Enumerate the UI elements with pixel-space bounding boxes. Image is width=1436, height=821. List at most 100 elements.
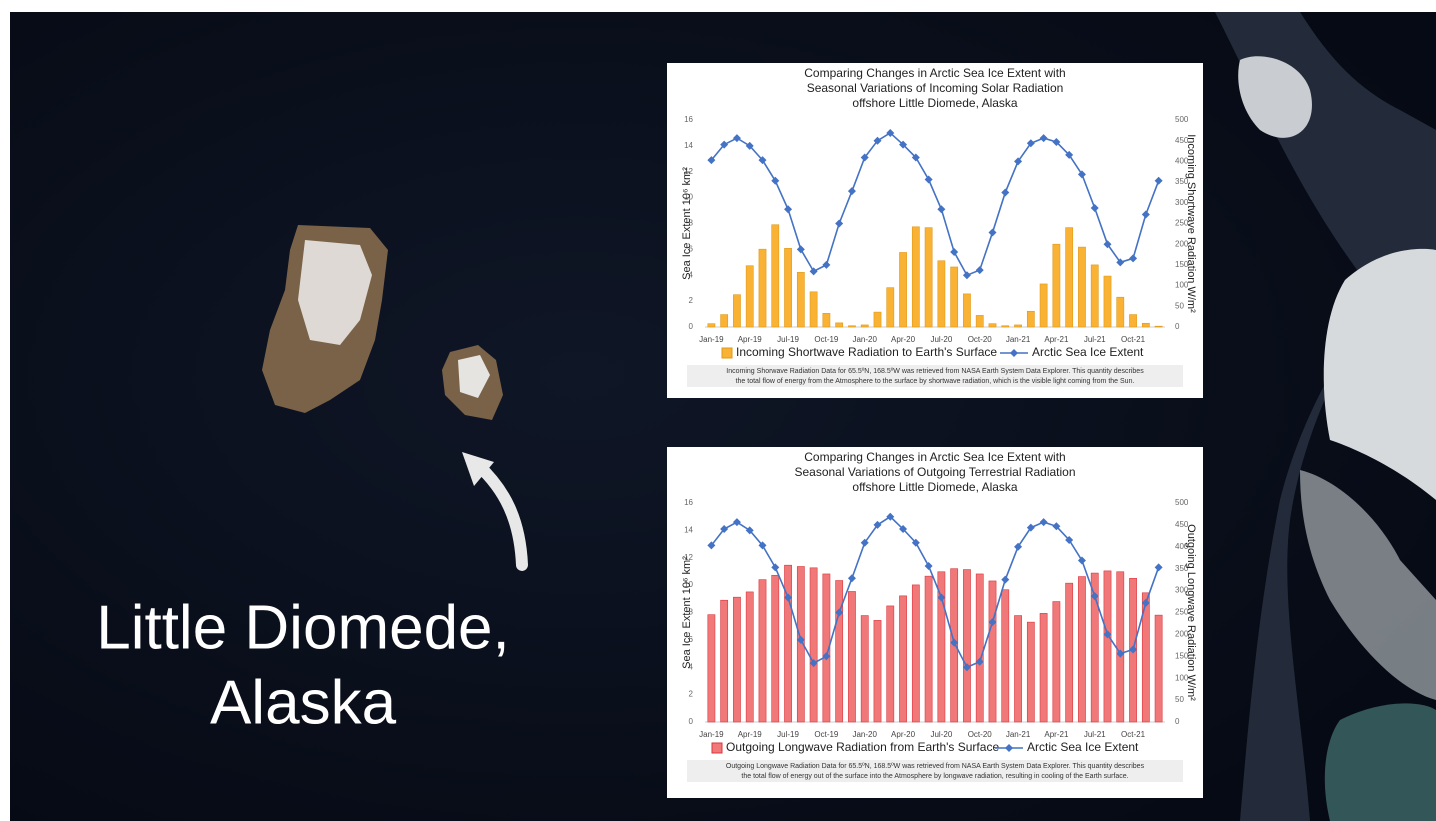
- bar: [708, 615, 715, 722]
- bar: [810, 292, 817, 327]
- bar: [963, 294, 970, 327]
- bar: [1129, 315, 1136, 327]
- bar: [836, 581, 843, 722]
- x-tick-label: Oct-19: [814, 335, 839, 344]
- legend-label: Outgoing Longwave Radiation from Earth's…: [726, 740, 999, 754]
- x-tick-label: Jul-19: [777, 730, 799, 739]
- x-tick-label: Apr-21: [1044, 335, 1069, 344]
- bar: [1066, 583, 1073, 722]
- bar: [989, 581, 996, 722]
- y2-tick-label: 500: [1175, 115, 1189, 124]
- bar: [1078, 247, 1085, 327]
- bar: [925, 576, 932, 722]
- x-tick-label: Jul-21: [1084, 730, 1106, 739]
- heading: Alaska: [210, 668, 397, 737]
- x-tick-label: Oct-20: [968, 730, 993, 739]
- y-tick-label: 16: [684, 498, 693, 507]
- bar: [733, 295, 740, 327]
- heading: Little Diomede,: [96, 593, 510, 662]
- x-tick-label: Jan-19: [699, 335, 724, 344]
- chart-title: Seasonal Variations of Incoming Solar Ra…: [807, 81, 1064, 95]
- bar: [836, 323, 843, 327]
- bar: [823, 313, 830, 327]
- bar: [797, 272, 804, 327]
- legend-label: Incoming Shortwave Radiation to Earth's …: [736, 345, 997, 359]
- bar: [746, 266, 753, 327]
- y2-tick-label: 50: [1175, 301, 1184, 310]
- note-text: the total flow of energy from the Atmosp…: [736, 378, 1135, 385]
- bar: [1155, 615, 1162, 722]
- slide: Little Diomede, Alaska Comparing Changes…: [0, 0, 1436, 821]
- y2-tick-label: 0: [1175, 717, 1180, 726]
- bar: [1040, 284, 1047, 327]
- x-tick-label: Apr-19: [738, 335, 763, 344]
- note-text: Outgoing Longwave Radiation Data for 65.…: [726, 763, 1145, 770]
- bar: [951, 267, 958, 327]
- x-tick-label: Jul-20: [930, 335, 952, 344]
- y-tick-label: 2: [689, 690, 694, 699]
- y-tick-label: 16: [684, 115, 693, 124]
- y-tick-label: 0: [689, 322, 694, 331]
- x-tick-label: Oct-21: [1121, 730, 1146, 739]
- bar: [1014, 325, 1021, 327]
- bar: [1104, 276, 1111, 327]
- bar: [810, 568, 817, 722]
- bar: [963, 570, 970, 722]
- chart-title: offshore Little Diomede, Alaska: [852, 96, 1018, 110]
- x-tick-label: Jan-20: [852, 730, 877, 739]
- bar: [1155, 326, 1162, 327]
- legend-label: Arctic Sea Ice Extent: [1027, 740, 1139, 754]
- bar: [721, 315, 728, 327]
- x-tick-label: Jan-21: [1006, 730, 1031, 739]
- bar: [899, 252, 906, 327]
- x-tick-label: Apr-21: [1044, 730, 1069, 739]
- y-axis-label: Sea Ice Extent 10⁶ km²: [681, 167, 693, 280]
- bar: [1053, 244, 1060, 327]
- chart-title: Comparing Changes in Arctic Sea Ice Exte…: [804, 66, 1065, 80]
- legend-label: Arctic Sea Ice Extent: [1032, 345, 1144, 359]
- bar: [784, 565, 791, 722]
- chart-title: offshore Little Diomede, Alaska: [852, 480, 1018, 494]
- note-text: the total flow of energy out of the surf…: [741, 773, 1128, 780]
- bar: [1014, 616, 1021, 722]
- bar: [1142, 323, 1149, 327]
- y2-tick-label: 0: [1175, 322, 1180, 331]
- x-tick-label: Jul-20: [930, 730, 952, 739]
- bar: [772, 575, 779, 722]
- bar: [874, 312, 881, 327]
- y-tick-label: 14: [684, 141, 693, 150]
- x-tick-label: Oct-20: [968, 335, 993, 344]
- bar: [1027, 311, 1034, 327]
- bar: [1002, 326, 1009, 327]
- bar: [1027, 622, 1034, 722]
- bar: [1117, 297, 1124, 327]
- x-tick-label: Apr-19: [738, 730, 763, 739]
- bar: [708, 324, 715, 327]
- bar: [1104, 571, 1111, 722]
- bar: [733, 597, 740, 722]
- x-tick-label: Jan-20: [852, 335, 877, 344]
- bar: [912, 585, 919, 722]
- x-tick-label: Jan-21: [1006, 335, 1031, 344]
- shore-water: [1325, 703, 1436, 821]
- x-tick-label: Jul-19: [777, 335, 799, 344]
- y-tick-label: 14: [684, 525, 693, 534]
- legend-swatch: [722, 348, 732, 358]
- bar: [759, 580, 766, 722]
- x-tick-label: Jul-21: [1084, 335, 1106, 344]
- x-tick-label: Oct-19: [814, 730, 839, 739]
- y2-tick-label: 500: [1175, 498, 1189, 507]
- bar: [989, 324, 996, 327]
- bar: [976, 574, 983, 722]
- bar: [1117, 572, 1124, 722]
- x-tick-label: Oct-21: [1121, 335, 1146, 344]
- chart-title: Comparing Changes in Arctic Sea Ice Exte…: [804, 450, 1065, 464]
- bar: [759, 249, 766, 327]
- chart-title: Seasonal Variations of Outgoing Terrestr…: [794, 465, 1075, 479]
- x-tick-label: Jan-19: [699, 730, 724, 739]
- bar: [1053, 602, 1060, 722]
- bar: [772, 225, 779, 327]
- bar: [1040, 613, 1047, 722]
- bar: [861, 616, 868, 722]
- bar: [938, 261, 945, 327]
